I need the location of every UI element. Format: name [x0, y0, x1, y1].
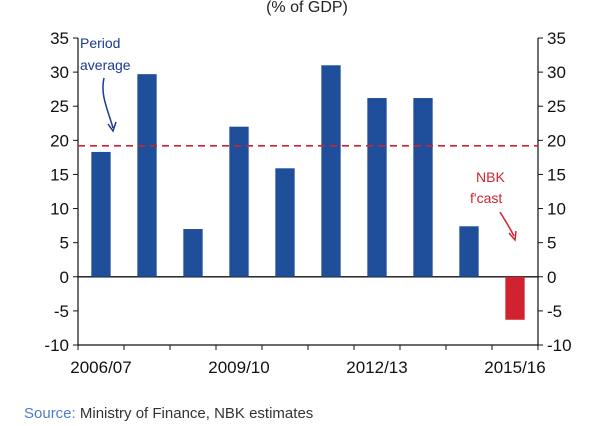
- x-tick-label: 2012/13: [346, 358, 407, 377]
- bar-2006-07: [91, 151, 111, 277]
- y-tick-label-left: -5: [54, 302, 69, 321]
- y-tick-label-left: 20: [50, 131, 69, 150]
- y-tick-label-left: 15: [50, 165, 69, 184]
- y-tick-label-right: -10: [547, 336, 572, 355]
- annotations: Period average NBK f'cast: [78, 35, 538, 242]
- x-tick-label: 2006/07: [70, 358, 131, 377]
- bar-2010-11: [275, 168, 295, 277]
- source-note: Source: Ministry of Finance, NBK estimat…: [24, 405, 313, 422]
- y-tick-label-left: 30: [50, 63, 69, 82]
- y-tick-label-right: 20: [547, 131, 566, 150]
- forecast-arrow: [499, 211, 515, 237]
- x-tick-label: 2015/16: [484, 358, 545, 377]
- y-tick-label-left: 35: [50, 29, 69, 48]
- bars: [91, 65, 525, 320]
- y-tick-label-right: 25: [547, 97, 566, 116]
- y-tick-label-left: 0: [60, 268, 69, 287]
- bar-2012-13: [367, 98, 387, 277]
- y-tick-label-left: 5: [60, 234, 69, 253]
- period-average-arrow: [102, 77, 114, 129]
- x-tick-label: 2009/10: [208, 358, 269, 377]
- y-tick-label-left: 10: [50, 200, 69, 219]
- y-tick-label-right: 15: [547, 165, 566, 184]
- y-tick-label-right: 35: [547, 29, 566, 48]
- period-average-label-line1: Period: [80, 35, 120, 51]
- bar-2011-12: [321, 65, 341, 277]
- forecast-label-line1: NBK: [476, 169, 505, 185]
- y-tick-label-left: -10: [44, 336, 69, 355]
- y-tick-label-left: 25: [50, 97, 69, 116]
- axes: -10 -10 -5 -5 0 0 5 5 10 10 15 15 20 20 25 25 30 30 35 35 20…: [44, 29, 571, 377]
- period-average-label-line2: average: [80, 57, 131, 73]
- y-tick-label-right: 10: [547, 200, 566, 219]
- source-text: Ministry of Finance, NBK estimates: [79, 405, 314, 422]
- bar-2013-14: [413, 98, 433, 277]
- forecast-arrow-head: [508, 230, 517, 242]
- y-tick-label-right: 30: [547, 63, 566, 82]
- bar-2015-16: [505, 276, 525, 320]
- forecast-label-line2: f'cast: [470, 190, 502, 206]
- bar-2008-09: [183, 229, 203, 277]
- bar-2009-10: [229, 126, 249, 277]
- period-average-arrow-head: [107, 121, 117, 133]
- y-tick-label-right: 0: [547, 268, 556, 287]
- y-tick-label-right: 5: [547, 234, 556, 253]
- bar-2007-08: [137, 74, 157, 277]
- bar-2014-15: [459, 226, 479, 277]
- chart-subtitle: (% of GDP): [266, 0, 348, 16]
- source-label: Source:: [24, 405, 76, 422]
- y-tick-label-right: -5: [547, 302, 562, 321]
